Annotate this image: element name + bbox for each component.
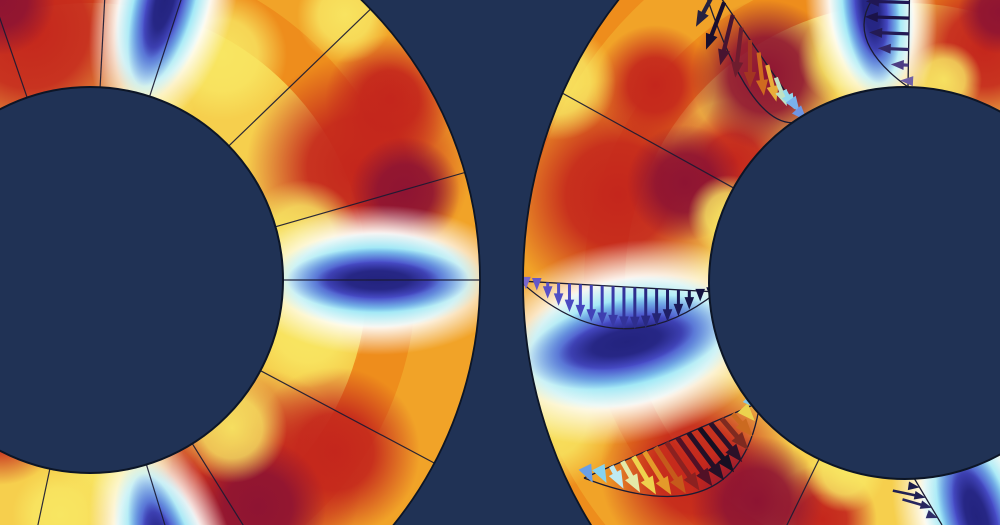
vector-arrow (619, 286, 629, 329)
vector-arrow (675, 436, 713, 487)
vector-arrow (864, 12, 910, 23)
fan-baseline (913, 477, 943, 525)
vector-arrow (575, 284, 586, 318)
vector-arrow (785, 95, 800, 113)
vector-arrow (892, 489, 926, 500)
arrow-fan-bottom-left (578, 392, 761, 498)
vector-arrow (869, 27, 909, 38)
vector-arrow (662, 289, 673, 322)
vector-arrow (686, 431, 725, 481)
vector-arrow (900, 76, 914, 87)
vector-arrow (586, 284, 597, 322)
field-blob-maroon (0, 0, 55, 55)
vector-arrow (708, 421, 743, 463)
vector-arrow (719, 416, 749, 451)
vector-arrow (865, 0, 910, 7)
vector-arrow (697, 426, 735, 473)
vector-arrow (597, 285, 607, 325)
flux-lens (88, 0, 242, 132)
vector-arrow (890, 59, 909, 71)
vector-arrow (532, 278, 542, 291)
fan-baseline (523, 280, 718, 293)
sector-line (546, 84, 736, 190)
vector-arrow (642, 450, 672, 495)
arrow-fan-top-left (694, 0, 808, 124)
vector-arrow (630, 287, 640, 330)
vector-arrow (925, 509, 938, 519)
field-blob-red (595, 25, 715, 145)
fan-arc (863, 0, 911, 88)
sector-line (3, 466, 51, 525)
vector-arrow (673, 289, 684, 317)
vector-arrow (731, 27, 744, 78)
vector-arrow (664, 440, 700, 491)
sector-line (99, 0, 113, 90)
vector-arrow (684, 290, 695, 310)
sector-line (190, 441, 310, 525)
vector-arrow (640, 288, 651, 329)
vector-arrow (877, 43, 909, 54)
vector-arrow (743, 40, 757, 88)
vector-arrow (578, 463, 593, 483)
vector-arrow (907, 481, 920, 491)
vector-arrow (695, 0, 718, 27)
field-blob-yellow (297, 0, 393, 63)
field-blob-maroon (691, 436, 823, 525)
sector-line (145, 462, 212, 525)
right-rotor-outer-edge (522, 0, 620, 525)
sector-line (258, 369, 456, 475)
sector-line (725, 457, 821, 525)
vector-arrow (718, 14, 735, 66)
sector-line (226, 0, 389, 148)
left-rotor-bore (0, 86, 284, 474)
vector-arrow (737, 403, 755, 422)
fan-baseline (907, 0, 911, 88)
vector-arrow (608, 286, 618, 328)
vector-arrow (651, 288, 662, 326)
sector-line (148, 0, 219, 99)
sector-line (273, 165, 480, 228)
vector-arrow (765, 64, 779, 102)
right-rotor-bore (708, 86, 1000, 480)
arrow-fan-top-right (863, 0, 914, 88)
vector-arrow (620, 460, 641, 493)
vector-arrow (564, 283, 575, 313)
fan-arc (583, 401, 761, 498)
field-blob-maroon (958, 0, 1000, 54)
vector-arrow (730, 412, 753, 437)
flux-lens (88, 428, 242, 525)
vector-arrow (755, 52, 769, 96)
fan-arc (523, 280, 718, 330)
vector-arrow (695, 288, 705, 302)
vector-arrow (902, 498, 932, 509)
vector-arrow (592, 463, 607, 484)
vector-arrow (542, 282, 553, 299)
vector-arrow (608, 465, 624, 489)
sector-line (0, 0, 29, 100)
vector-arrow (553, 283, 564, 306)
field-blob-yellow (12, 467, 108, 525)
arrow-fan-left (523, 276, 718, 330)
vector-arrow (705, 1, 727, 50)
vector-arrow (653, 445, 686, 494)
arrow-fan-bottom-right (892, 477, 943, 525)
vector-arrow (631, 455, 656, 495)
